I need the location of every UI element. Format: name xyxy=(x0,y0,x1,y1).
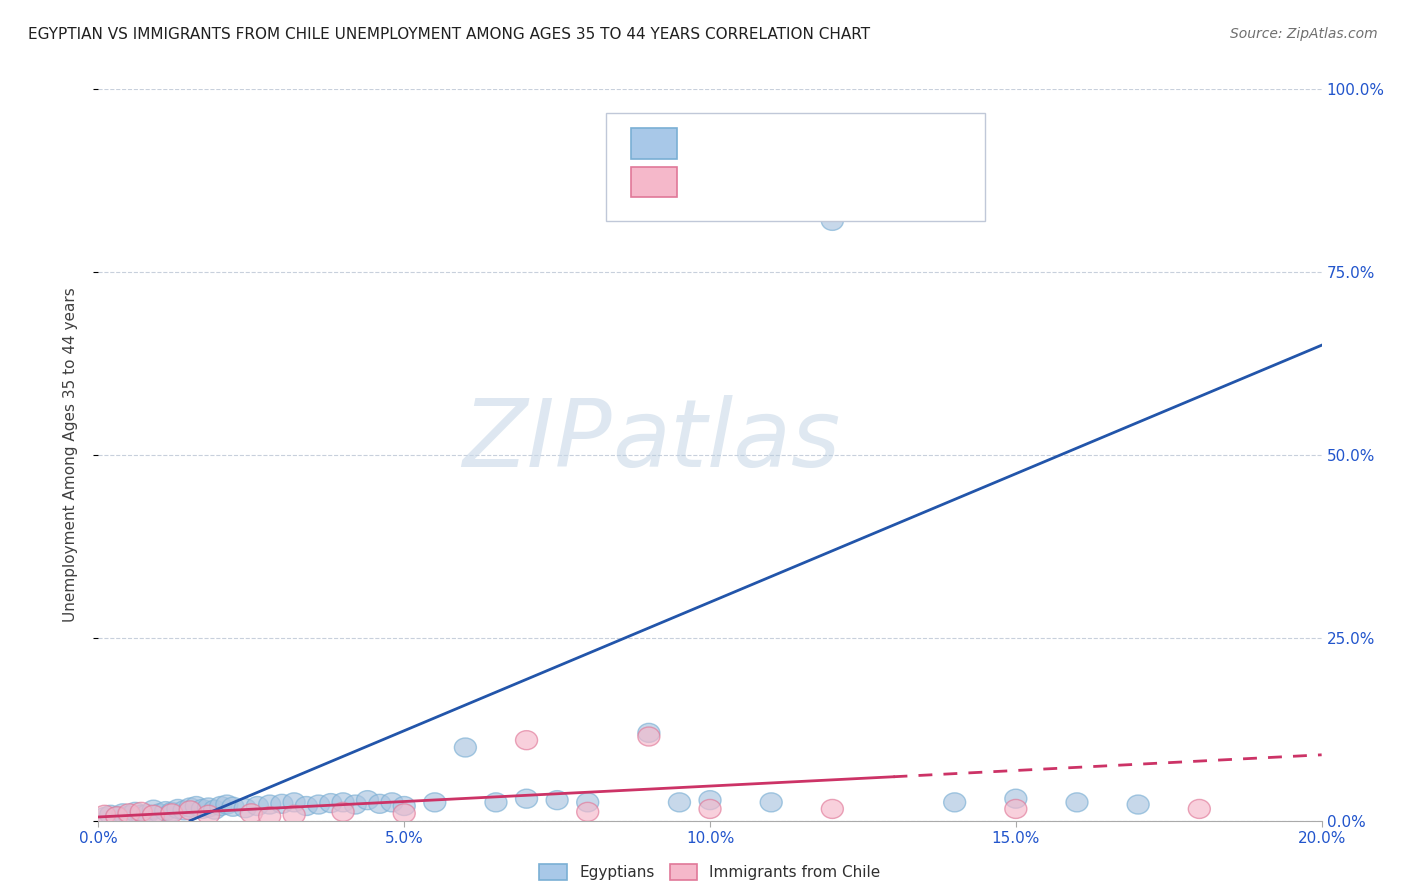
Ellipse shape xyxy=(240,804,263,822)
Ellipse shape xyxy=(1005,799,1026,819)
Ellipse shape xyxy=(271,794,292,814)
Ellipse shape xyxy=(131,805,152,824)
Ellipse shape xyxy=(105,806,128,826)
Ellipse shape xyxy=(344,795,367,814)
Ellipse shape xyxy=(516,789,537,808)
Y-axis label: Unemployment Among Ages 35 to 44 years: Unemployment Among Ages 35 to 44 years xyxy=(63,287,77,623)
Ellipse shape xyxy=(160,804,183,822)
Ellipse shape xyxy=(319,794,342,813)
Ellipse shape xyxy=(381,793,404,812)
Ellipse shape xyxy=(699,799,721,819)
Ellipse shape xyxy=(173,801,195,820)
Ellipse shape xyxy=(167,799,188,819)
Ellipse shape xyxy=(454,738,477,757)
Ellipse shape xyxy=(100,805,122,824)
Ellipse shape xyxy=(197,805,219,824)
Ellipse shape xyxy=(217,795,238,814)
Ellipse shape xyxy=(821,211,844,230)
Ellipse shape xyxy=(485,793,508,812)
Ellipse shape xyxy=(259,806,281,826)
Ellipse shape xyxy=(94,805,115,824)
Ellipse shape xyxy=(149,804,170,822)
Ellipse shape xyxy=(131,803,152,822)
Ellipse shape xyxy=(179,801,201,820)
Ellipse shape xyxy=(943,793,966,812)
Ellipse shape xyxy=(1005,789,1026,808)
Ellipse shape xyxy=(821,799,844,819)
Ellipse shape xyxy=(357,790,378,810)
Ellipse shape xyxy=(699,790,721,810)
Ellipse shape xyxy=(191,799,214,819)
Ellipse shape xyxy=(332,803,354,822)
Ellipse shape xyxy=(308,795,329,814)
Ellipse shape xyxy=(118,804,141,822)
Ellipse shape xyxy=(295,797,318,815)
Ellipse shape xyxy=(179,798,201,817)
Ellipse shape xyxy=(546,790,568,810)
FancyBboxPatch shape xyxy=(606,112,986,221)
Ellipse shape xyxy=(94,807,115,827)
Ellipse shape xyxy=(576,793,599,812)
Ellipse shape xyxy=(235,798,256,818)
Ellipse shape xyxy=(883,175,904,194)
Ellipse shape xyxy=(105,806,128,826)
Ellipse shape xyxy=(142,800,165,819)
Ellipse shape xyxy=(423,793,446,812)
Ellipse shape xyxy=(142,805,165,824)
Ellipse shape xyxy=(638,727,659,746)
Ellipse shape xyxy=(283,793,305,812)
Ellipse shape xyxy=(332,793,354,812)
Ellipse shape xyxy=(394,804,415,822)
Text: atlas: atlas xyxy=(612,395,841,486)
Ellipse shape xyxy=(155,802,177,821)
Ellipse shape xyxy=(283,805,305,824)
Ellipse shape xyxy=(368,794,391,814)
Ellipse shape xyxy=(259,795,281,814)
Text: EGYPTIAN VS IMMIGRANTS FROM CHILE UNEMPLOYMENT AMONG AGES 35 TO 44 YEARS CORRELA: EGYPTIAN VS IMMIGRANTS FROM CHILE UNEMPL… xyxy=(28,27,870,42)
Text: R = 0.708   N = 52: R = 0.708 N = 52 xyxy=(692,135,870,153)
Ellipse shape xyxy=(186,797,207,815)
Legend: Egyptians, Immigrants from Chile: Egyptians, Immigrants from Chile xyxy=(533,858,887,886)
Ellipse shape xyxy=(112,804,134,822)
Ellipse shape xyxy=(1066,793,1088,812)
Ellipse shape xyxy=(761,793,782,812)
Ellipse shape xyxy=(668,793,690,812)
Text: R = 0.395   N = 20: R = 0.395 N = 20 xyxy=(692,173,870,191)
Ellipse shape xyxy=(204,800,225,819)
Ellipse shape xyxy=(1128,795,1149,814)
Ellipse shape xyxy=(160,803,183,822)
Ellipse shape xyxy=(1188,799,1211,819)
Ellipse shape xyxy=(638,723,659,742)
Text: Source: ZipAtlas.com: Source: ZipAtlas.com xyxy=(1230,27,1378,41)
Text: ZIP: ZIP xyxy=(463,395,612,486)
Ellipse shape xyxy=(516,731,537,749)
Ellipse shape xyxy=(124,803,146,822)
Ellipse shape xyxy=(209,797,232,815)
FancyBboxPatch shape xyxy=(630,167,678,197)
Ellipse shape xyxy=(136,805,159,823)
Ellipse shape xyxy=(197,798,219,817)
FancyBboxPatch shape xyxy=(630,128,678,159)
Ellipse shape xyxy=(246,797,269,815)
Ellipse shape xyxy=(394,797,415,815)
Ellipse shape xyxy=(576,803,599,822)
Ellipse shape xyxy=(118,806,141,825)
Ellipse shape xyxy=(222,797,245,816)
